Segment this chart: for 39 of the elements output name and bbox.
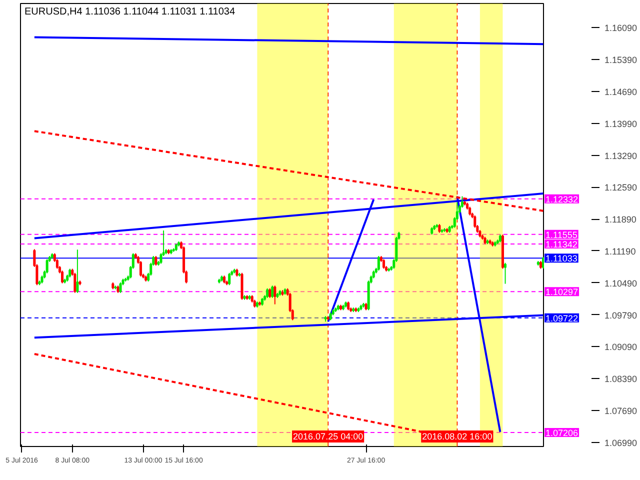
ref-line-label: 1.11555	[546, 230, 578, 240]
ref-line-label: 1.11033	[546, 254, 578, 264]
ref-line-label: 1.11342	[546, 240, 578, 250]
candlestick	[382, 258, 386, 270]
chart-title: EURUSD,H4 1.11036 1.11044 1.11031 1.11034	[24, 6, 236, 18]
y-tick-label: 1.11890	[604, 214, 636, 225]
ref-line-label: 1.09722	[546, 313, 578, 324]
y-tick-label: 1.10490	[604, 278, 638, 288]
candlestick	[474, 214, 476, 228]
candlestick	[154, 255, 158, 266]
y-tick-label: 1.07690	[604, 406, 638, 416]
candlestick	[266, 288, 269, 298]
ref-line-label: 2016.07.25 04:00	[293, 432, 364, 442]
y-tick-label: 1.13290	[604, 150, 638, 161]
y-tick-label: 1.13990	[604, 118, 638, 129]
y-tick-label: 1.14690	[604, 86, 638, 97]
y-tick-label: 1.09790	[604, 310, 638, 320]
y-tick-label: 1.16090	[604, 23, 638, 34]
candlestick	[76, 249, 79, 294]
ref-line-label: 1.10297	[546, 287, 578, 298]
y-tick-label: 1.11190	[604, 246, 636, 256]
candlestick	[271, 285, 274, 298]
y-tick-label: 1.12590	[604, 182, 638, 193]
candlestick	[119, 282, 122, 294]
candlestick	[542, 256, 544, 270]
candlestick	[228, 272, 231, 286]
candlestick	[74, 272, 76, 294]
y-tick-label: 1.09090	[604, 342, 638, 352]
ref-line-label: 1.07206	[546, 428, 578, 438]
ref-line-label: 1.12332	[546, 194, 578, 204]
ref-line-label: 2016.08.02 16:00	[422, 432, 492, 442]
candlestick	[268, 288, 272, 298]
y-tick-label: 1.08390	[604, 374, 638, 384]
candlestick	[377, 255, 380, 272]
y-tick-label: 1.15390	[604, 55, 638, 66]
y-tick-label: 1.06990	[604, 438, 638, 448]
candlestick	[61, 270, 64, 284]
candlestick	[504, 262, 507, 284]
candlestick	[274, 285, 276, 305]
